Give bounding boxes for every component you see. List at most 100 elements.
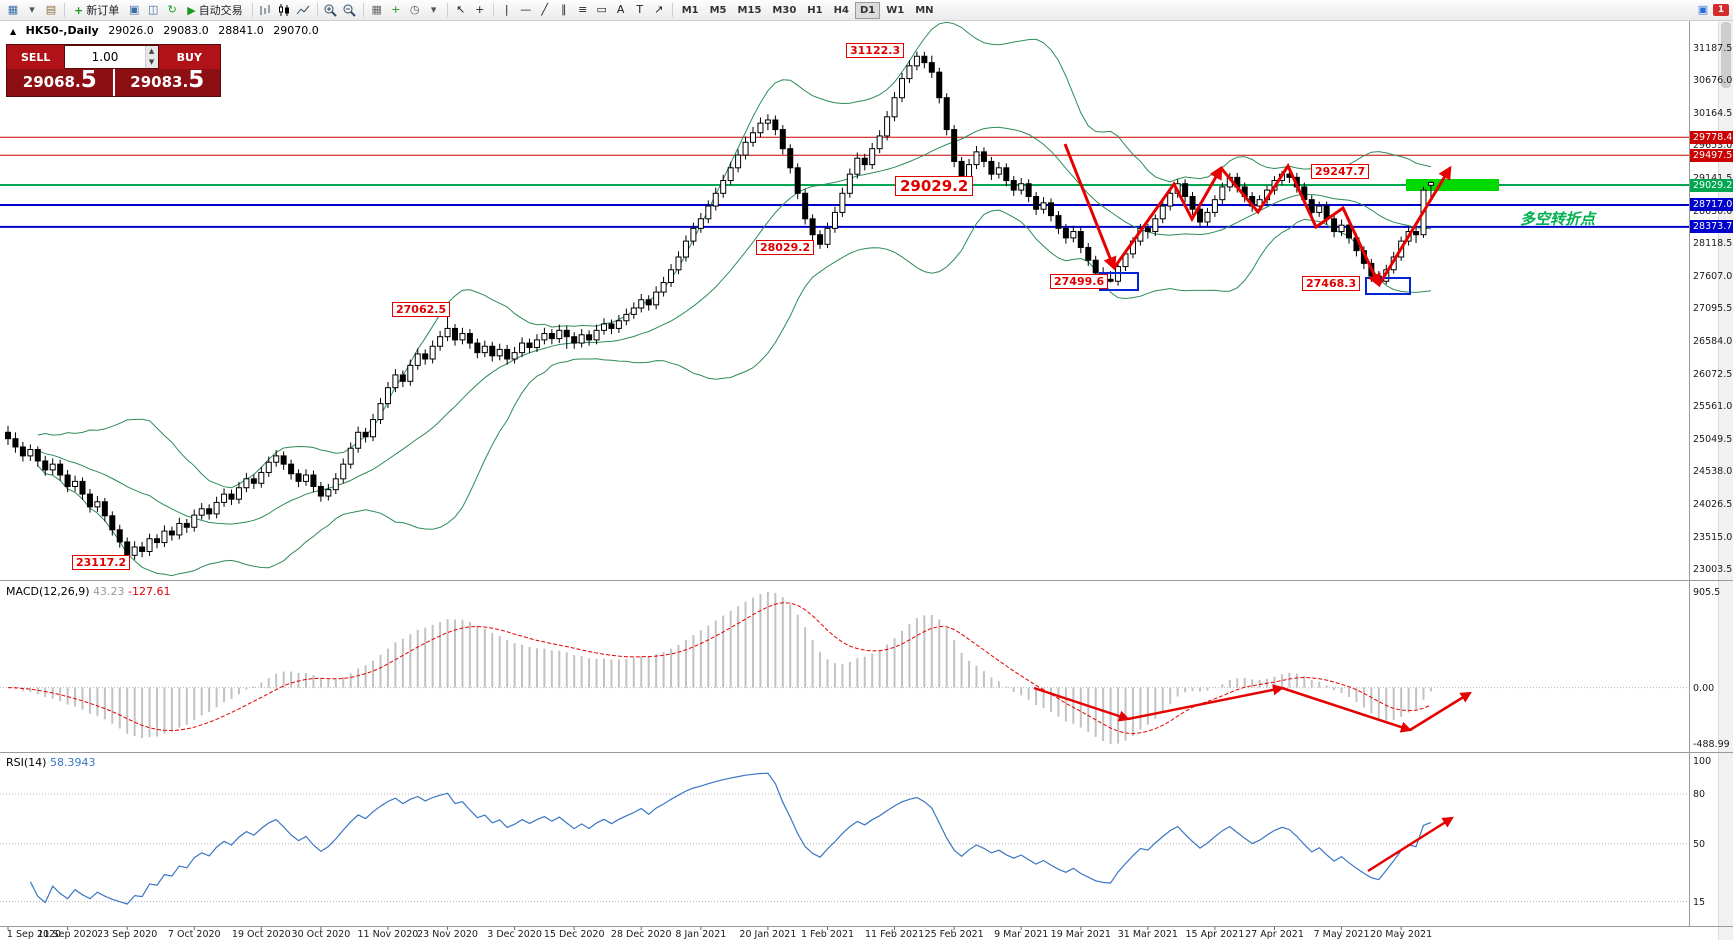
scrollbar[interactable] xyxy=(1718,0,1733,940)
timeframe-w1[interactable]: W1 xyxy=(886,4,905,16)
sell-price[interactable]: 29068. 5 xyxy=(7,69,113,96)
macd-indicator-label: MACD(12,26,9) 43.23 -127.61 xyxy=(6,585,171,598)
price-annotation[interactable]: 23117.2 xyxy=(72,555,131,570)
price-axis-label: 29653.0 xyxy=(1693,140,1733,152)
macd-name: MACD(12,26,9) xyxy=(6,585,90,598)
price-axis-label: 28118.5 xyxy=(1693,238,1733,250)
ohlc-close: 29070.0 xyxy=(273,24,319,37)
date-label: 11 Sep 2020 xyxy=(37,929,98,940)
line-chart-icon[interactable] xyxy=(295,2,313,18)
one-click-trading-panel: SELL ▲ ▼ BUY 29068.5 29083.5 xyxy=(6,44,221,97)
autotrading-icon: ▶ xyxy=(187,3,196,17)
symbol-period: HK50-,Daily xyxy=(25,24,99,37)
timeframe-m30[interactable]: M30 xyxy=(772,4,797,16)
timeframe-m1[interactable]: M1 xyxy=(681,4,699,16)
price-annotation[interactable]: 27062.5 xyxy=(392,302,451,317)
label-icon[interactable]: T xyxy=(636,3,644,16)
new-chart-icon[interactable]: ▦ xyxy=(7,3,19,16)
sell-button[interactable]: SELL xyxy=(7,45,65,69)
timeframe-h4[interactable]: H4 xyxy=(833,4,849,16)
date-label: 9 Mar 2021 xyxy=(994,929,1049,940)
panel-separator[interactable] xyxy=(0,752,1733,753)
autotrading-button[interactable]: ▶ 自动交易 xyxy=(187,3,243,18)
ohlc-low: 28841.0 xyxy=(218,24,264,37)
shapes-icon[interactable]: ▭ xyxy=(596,3,607,16)
navigator-icon[interactable]: ▣ xyxy=(129,3,140,16)
cursor-icon[interactable]: ↖ xyxy=(456,3,466,16)
panel-separator[interactable] xyxy=(0,580,1733,581)
scrollbar-thumb[interactable] xyxy=(1721,22,1731,88)
timeframe-h1[interactable]: H1 xyxy=(807,4,823,16)
panel-separator[interactable] xyxy=(0,926,1733,927)
date-label: 31 Mar 2021 xyxy=(1117,929,1178,940)
fibonacci-icon[interactable]: ≡ xyxy=(578,3,588,16)
bar-chart-icon[interactable] xyxy=(257,2,275,18)
periods-icon[interactable]: ◷ xyxy=(409,3,420,16)
price-axis-label: 25561.0 xyxy=(1693,401,1733,413)
volume-input[interactable] xyxy=(65,49,145,65)
chart-dropdown-icon[interactable]: ▾ xyxy=(29,3,35,16)
text-icon[interactable]: A xyxy=(616,3,625,16)
notification-badge[interactable]: 1 xyxy=(1713,4,1729,16)
indicators-icon[interactable]: + xyxy=(391,3,401,16)
timeframe-m15[interactable]: M15 xyxy=(737,4,762,16)
collapse-arrow-icon[interactable]: ▲ xyxy=(10,27,17,36)
crosshair-icon[interactable]: + xyxy=(475,3,485,16)
new-order-icon: + xyxy=(74,3,84,17)
price-annotation[interactable]: 27468.3 xyxy=(1302,276,1361,291)
timeframe-d1[interactable]: D1 xyxy=(854,1,881,19)
date-label: 11 Feb 2021 xyxy=(864,929,925,940)
channel-icon[interactable]: ∥ xyxy=(560,3,567,16)
ohlc-open: 29026.0 xyxy=(108,24,154,37)
price-axis-label: 30676.0 xyxy=(1693,75,1733,87)
new-order-button[interactable]: + 新订单 xyxy=(74,3,120,18)
buy-price[interactable]: 29083. 5 xyxy=(114,69,220,96)
timeframe-mn[interactable]: MN xyxy=(915,4,934,16)
rsi-level-label: 80 xyxy=(1693,789,1706,801)
price-annotation[interactable]: 29247.7 xyxy=(1311,164,1370,179)
bull-bear-turning-point-note[interactable]: 多空转折点 xyxy=(1520,210,1596,228)
zoom-in-icon[interactable] xyxy=(322,2,340,18)
horizontal-line-icon[interactable]: — xyxy=(520,3,532,16)
price-line-badge: 29778.4 xyxy=(1690,130,1733,144)
date-label: 19 Mar 2021 xyxy=(1050,929,1111,940)
price-annotation[interactable]: 31122.3 xyxy=(846,43,905,58)
tile-windows-icon[interactable]: ▦ xyxy=(371,3,382,16)
date-label: 23 Nov 2020 xyxy=(417,929,478,940)
price-axis-label: 23003.5 xyxy=(1693,564,1733,576)
trendline-icon[interactable]: ╱ xyxy=(541,3,548,16)
price-annotation[interactable]: 27499.6 xyxy=(1050,274,1109,289)
price-axis-label: 31187.5 xyxy=(1693,42,1733,54)
volume-down-icon[interactable]: ▼ xyxy=(144,57,158,68)
arrows-icon[interactable]: ↗ xyxy=(654,3,664,16)
candlestick-icon[interactable] xyxy=(276,2,294,18)
vertical-line-icon[interactable]: | xyxy=(504,3,509,16)
ohlc-header: ▲ HK50-,Daily 29026.0 29083.0 28841.0 29… xyxy=(10,24,325,37)
date-label: 7 May 2021 xyxy=(1313,929,1370,940)
price-axis-label: 29141.5 xyxy=(1693,173,1732,184)
date-label: 1 Sep 2020 xyxy=(6,929,62,940)
date-label: 20 Jan 2021 xyxy=(739,929,797,940)
volume-up-icon[interactable]: ▲ xyxy=(144,46,158,57)
date-label: 20 May 2021 xyxy=(1370,929,1433,940)
buy-button[interactable]: BUY xyxy=(158,45,220,69)
toolbar: ▦ ▾ ▤ + 新订单 ▣ ◫ ↻ ▶ 自动交易 ▦ + ◷ ▾ ↖ + | — ╱ ∥ ≡ ▭ A T ↗ M1 M5 M15 M30… xyxy=(0,0,1733,21)
strategy-tester-icon[interactable]: ↻ xyxy=(167,3,177,16)
price-axis-label: 27095.5 xyxy=(1693,303,1733,315)
chat-icon[interactable]: ▣ xyxy=(1697,3,1709,16)
terminal-icon[interactable]: ◫ xyxy=(148,3,159,16)
price-annotation[interactable]: 28029.2 xyxy=(756,240,815,255)
profiles-icon[interactable]: ▤ xyxy=(45,3,57,16)
price-axis-label: 24538.0 xyxy=(1693,466,1733,478)
templates-icon[interactable]: ▾ xyxy=(430,3,437,16)
date-label: 3 Dec 2020 xyxy=(487,929,542,940)
macd-axis-label: 0.00 xyxy=(1693,682,1715,694)
rsi-level-label: 50 xyxy=(1693,838,1706,850)
timeframe-m5[interactable]: M5 xyxy=(709,4,727,16)
price-line-badge: 28373.7 xyxy=(1690,220,1733,234)
price-axis-label: 26584.0 xyxy=(1693,335,1733,347)
zoom-out-icon[interactable] xyxy=(341,2,359,18)
price-axis-label: 27607.0 xyxy=(1693,270,1733,282)
price-annotation[interactable]: 29029.2 xyxy=(895,176,974,196)
